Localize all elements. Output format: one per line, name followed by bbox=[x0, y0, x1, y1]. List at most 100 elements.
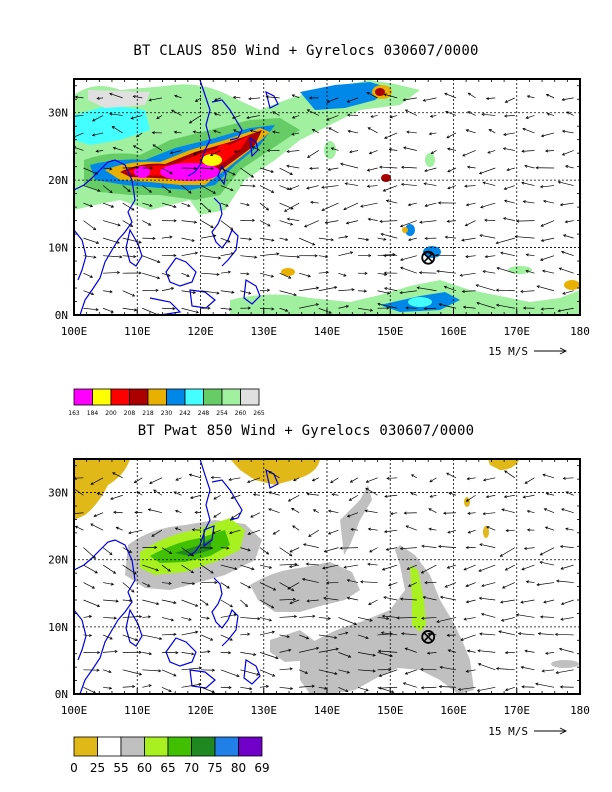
wind-vector bbox=[346, 512, 359, 518]
wind-vector bbox=[495, 288, 515, 292]
wind-vector bbox=[112, 472, 123, 479]
wind-vector bbox=[240, 218, 256, 222]
wind-vector bbox=[495, 303, 515, 309]
wind-vector bbox=[515, 219, 535, 223]
bottom-lon-label: 160E bbox=[440, 704, 467, 717]
wind-vector bbox=[325, 581, 339, 585]
wind-vector bbox=[465, 582, 476, 588]
wind-vector bbox=[246, 115, 261, 120]
top-axes: 100E 110E 120E 130E 140E 150E 160E 170E 180 30N 20… bbox=[48, 79, 590, 338]
wind-vector bbox=[279, 686, 294, 691]
wind-vector bbox=[213, 129, 221, 134]
wind-vector bbox=[220, 582, 230, 589]
wind-vector bbox=[210, 475, 221, 480]
wind-vector bbox=[479, 543, 496, 548]
wind-vector bbox=[240, 686, 253, 691]
wind-vector bbox=[330, 147, 339, 151]
wind-vector bbox=[322, 564, 339, 570]
wind-vector bbox=[288, 185, 300, 191]
wind-vector bbox=[482, 270, 496, 274]
wind-vector bbox=[308, 96, 319, 100]
wind-vector bbox=[482, 181, 496, 186]
wind-vector bbox=[249, 129, 261, 134]
wind-vector bbox=[540, 307, 555, 311]
wind-vector bbox=[522, 200, 535, 204]
bottom-colorbar-swatch bbox=[144, 736, 169, 757]
wind-vector bbox=[240, 669, 260, 676]
wind-vector bbox=[96, 96, 104, 100]
wind-vector bbox=[562, 476, 574, 480]
wind-vector bbox=[142, 220, 152, 226]
wind-vector bbox=[265, 95, 280, 99]
wind-vector bbox=[525, 253, 535, 257]
wind-vector bbox=[286, 149, 300, 154]
wind-vector bbox=[83, 237, 100, 244]
wind-vector bbox=[299, 669, 309, 674]
wind-vector bbox=[383, 596, 398, 601]
wind-vector bbox=[74, 525, 84, 531]
wind-vector bbox=[389, 115, 398, 119]
wind-vector bbox=[240, 202, 250, 207]
wind-vector bbox=[535, 682, 555, 688]
wind-vector bbox=[400, 632, 417, 636]
wind-vector bbox=[526, 528, 535, 532]
wind-vector bbox=[142, 669, 162, 673]
wind-vector bbox=[429, 477, 437, 483]
wind-vector bbox=[181, 290, 197, 294]
wind-vector bbox=[306, 109, 319, 116]
wind-vector bbox=[220, 613, 237, 618]
wind-vector bbox=[380, 232, 398, 239]
wind-vector bbox=[446, 633, 457, 637]
wind-vector bbox=[181, 307, 200, 314]
wind-vector bbox=[400, 255, 417, 262]
wind-vector bbox=[403, 511, 417, 515]
wind-vector bbox=[545, 492, 555, 496]
wind-vector bbox=[338, 669, 351, 674]
wind-vector bbox=[499, 547, 516, 557]
wind-vector bbox=[286, 217, 300, 221]
wind-vector bbox=[142, 288, 159, 292]
wind-vector bbox=[122, 220, 134, 227]
wind-vector bbox=[485, 494, 496, 499]
wind-vector bbox=[357, 289, 367, 293]
wind-vector bbox=[240, 167, 254, 178]
wind-vector bbox=[259, 547, 270, 555]
wind-vector bbox=[357, 669, 376, 673]
wind-vector bbox=[111, 126, 123, 134]
wind-vector bbox=[259, 564, 273, 569]
wind-vector bbox=[259, 272, 275, 278]
wind-vector bbox=[562, 234, 574, 239]
wind-vector bbox=[464, 184, 476, 188]
wind-vector bbox=[480, 202, 496, 209]
wind-vector bbox=[181, 547, 195, 557]
wind-vector bbox=[161, 617, 175, 622]
wind-vector bbox=[200, 185, 216, 194]
wind-vector bbox=[416, 286, 437, 292]
wind-vector bbox=[554, 632, 574, 636]
wind-vector bbox=[161, 219, 177, 223]
wind-vector bbox=[338, 686, 349, 693]
wind-vector bbox=[232, 129, 241, 134]
wind-vector bbox=[561, 129, 574, 134]
wind-vector bbox=[544, 149, 555, 153]
wind-vector bbox=[299, 272, 311, 278]
wind-vector bbox=[102, 634, 113, 640]
wind-vector bbox=[161, 167, 173, 175]
wind-vector bbox=[388, 148, 398, 152]
wind-vector bbox=[338, 304, 350, 309]
top-lat-label: 10N bbox=[48, 242, 68, 255]
wind-vector bbox=[247, 529, 261, 535]
wind-vector bbox=[399, 546, 417, 551]
wind-vector bbox=[379, 165, 398, 169]
wind-vector bbox=[142, 564, 159, 572]
wind-vector bbox=[463, 617, 476, 621]
wind-vector bbox=[132, 95, 143, 99]
wind-vector bbox=[268, 471, 280, 479]
wind-vector bbox=[447, 649, 457, 653]
wind-vector bbox=[428, 132, 437, 136]
wind-vector bbox=[521, 149, 535, 153]
bottom-colorbar-swatch bbox=[97, 736, 122, 757]
wind-vector bbox=[83, 307, 99, 312]
top-lat-label: 20N bbox=[48, 174, 68, 187]
wind-vector bbox=[310, 200, 319, 204]
